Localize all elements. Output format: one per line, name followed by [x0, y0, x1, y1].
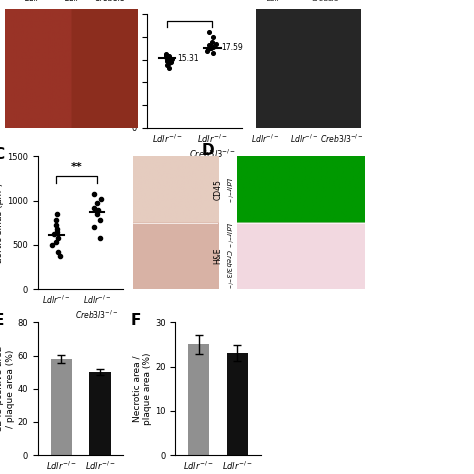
Text: $Ldlr^{-/-}$: $Ldlr^{-/-}$ [24, 0, 52, 4]
Point [52, 216, 60, 224]
Point [210, 43, 217, 51]
Point [90, 190, 98, 197]
Point [94, 210, 101, 218]
Y-axis label: Necrotic area /
plaque area (%): Necrotic area / plaque area (%) [133, 353, 152, 425]
Text: 15.31: 15.31 [177, 54, 199, 63]
Text: H&E: H&E [213, 248, 222, 264]
Point [55, 248, 62, 256]
Bar [89, 372, 110, 455]
Point [209, 33, 216, 41]
Point [53, 225, 60, 233]
Point [54, 234, 62, 242]
Text: 17.59: 17.59 [221, 44, 243, 53]
Point [90, 223, 98, 231]
Point [204, 46, 211, 53]
Point [212, 40, 220, 47]
Y-axis label: Plaque area
/ total area (%): Plaque area / total area (%) [105, 37, 124, 105]
Point [209, 49, 217, 57]
Point [165, 64, 173, 72]
Bar [51, 359, 72, 455]
Point [48, 241, 55, 249]
Point [205, 28, 212, 36]
Point [50, 230, 58, 238]
Text: F: F [131, 313, 141, 328]
Bar [188, 345, 210, 455]
Bar [227, 353, 248, 455]
Text: $Ldlr^{-/-}$: $Ldlr^{-/-}$ [251, 133, 279, 145]
Point [162, 51, 170, 59]
Point [53, 222, 60, 229]
Point [163, 62, 171, 69]
Point [53, 228, 61, 236]
Point [163, 56, 171, 64]
Point [206, 44, 213, 52]
Point [203, 47, 211, 55]
Y-axis label: Plaque area on
aortic sinus (μm²): Plaque area on aortic sinus (μm²) [0, 182, 4, 263]
Text: $Ldlr^{-/-}$: $Ldlr^{-/-}$ [266, 0, 292, 5]
Text: D: D [201, 143, 214, 158]
Point [54, 210, 61, 218]
Text: $Ldlr^{-/-}$ $Creb3l3^{-/-}$: $Ldlr^{-/-}$ $Creb3l3^{-/-}$ [290, 133, 364, 145]
Point [165, 52, 173, 60]
Text: $Ldlr^{-/-}$ $Creb3l3^{-/-}$: $Ldlr^{-/-}$ $Creb3l3^{-/-}$ [222, 222, 234, 290]
Point [97, 234, 104, 242]
Point [205, 41, 212, 49]
Point [162, 54, 170, 61]
Point [168, 58, 175, 66]
Point [207, 45, 215, 52]
Y-axis label: CD45 positive area
/ plaque area (%): CD45 positive area / plaque area (%) [0, 346, 15, 432]
Text: **: ** [71, 163, 82, 173]
Point [93, 200, 101, 207]
Point [90, 204, 97, 211]
Point [96, 216, 103, 224]
Text: E: E [0, 313, 4, 328]
Text: CD45: CD45 [213, 179, 222, 200]
Text: C: C [0, 147, 5, 162]
Text: $Ldlr^{-/-}$: $Ldlr^{-/-}$ [222, 177, 234, 202]
Text: $Ldlr^{-/-}$ $Creb3l3^{-/-}$: $Ldlr^{-/-}$ $Creb3l3^{-/-}$ [64, 0, 137, 4]
Point [162, 50, 170, 58]
Point [56, 252, 64, 259]
Text: $Ldlr^{-/-}$
$Creb3l3^{-/-}$: $Ldlr^{-/-}$ $Creb3l3^{-/-}$ [311, 0, 351, 5]
Point [165, 60, 173, 67]
Point [168, 55, 175, 63]
Point [165, 55, 173, 62]
Point [53, 238, 60, 246]
Point [208, 38, 216, 46]
Point [97, 195, 105, 203]
Point [163, 57, 171, 64]
Point [206, 42, 214, 50]
Point [94, 206, 102, 213]
